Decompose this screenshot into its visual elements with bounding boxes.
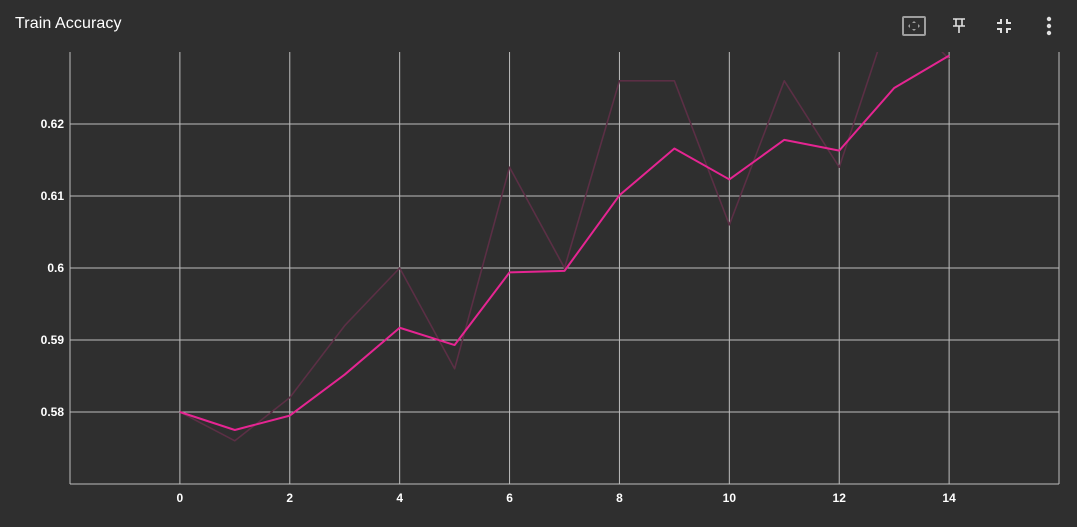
- axes: 0 2 4 6 8 10 12 14 0.58 0.59 0.6 0.61 0.62: [41, 117, 956, 505]
- x-tick-label: 14: [942, 491, 956, 505]
- y-tick-label: 0.6: [47, 261, 64, 275]
- x-tick-label: 2: [286, 491, 293, 505]
- y-tick-label: 0.58: [41, 405, 65, 419]
- x-tick-label: 6: [506, 491, 513, 505]
- x-tick-label: 10: [723, 491, 737, 505]
- raw-series-line: [180, 2, 949, 441]
- x-tick-label: 4: [396, 491, 403, 505]
- x-tick-label: 0: [177, 491, 184, 505]
- smoothed-series-line: [180, 56, 949, 430]
- y-tick-label: 0.62: [41, 117, 65, 131]
- x-tick-label: 12: [833, 491, 847, 505]
- y-tick-label: 0.61: [41, 189, 65, 203]
- series: [180, 1, 949, 440]
- x-tick-label: 8: [616, 491, 623, 505]
- y-tick-label: 0.59: [41, 333, 65, 347]
